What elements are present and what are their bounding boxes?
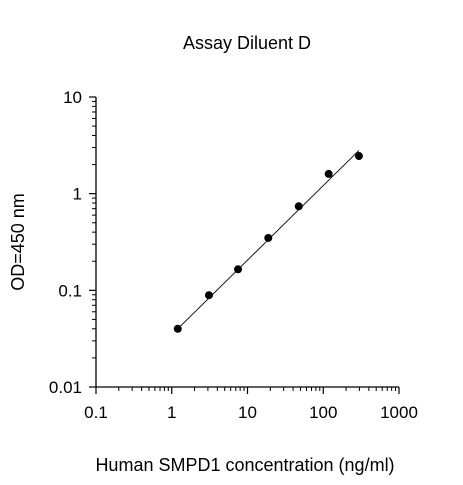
data-point xyxy=(234,265,243,274)
y-tick-label: 0.01 xyxy=(49,378,82,397)
data-point xyxy=(354,152,363,161)
x-tick-label: 1000 xyxy=(380,403,418,422)
data-point xyxy=(204,291,213,300)
data-point xyxy=(173,324,182,333)
data-point xyxy=(264,233,273,242)
x-tick-label: 10 xyxy=(238,403,257,422)
x-tick-label: 0.1 xyxy=(84,403,108,422)
y-tick-label: 10 xyxy=(63,88,82,107)
data-points xyxy=(173,152,363,333)
y-tick-label: 0.1 xyxy=(58,281,82,300)
y-axis-label: OD=450 nm xyxy=(8,193,28,291)
data-point xyxy=(294,202,303,211)
x-tick-label: 100 xyxy=(309,403,337,422)
y-tick-label: 1 xyxy=(73,185,82,204)
x-tick-label: 1 xyxy=(167,403,176,422)
chart-title: Assay Diluent D xyxy=(183,33,311,53)
x-axis-label: Human SMPD1 concentration (ng/ml) xyxy=(95,455,394,475)
data-point xyxy=(324,169,333,178)
